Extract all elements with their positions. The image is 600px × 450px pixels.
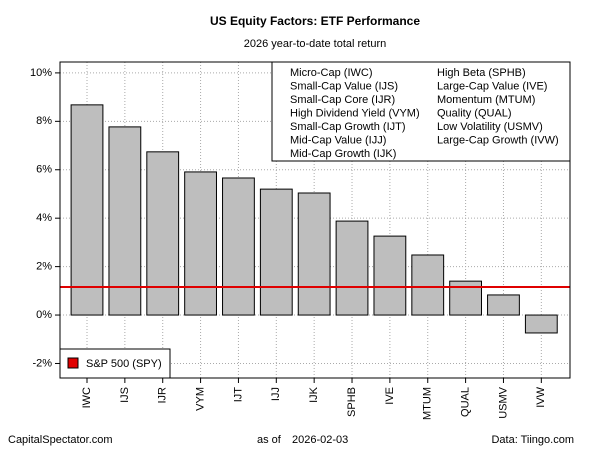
key-entry: Mid-Cap Growth (IJK)	[290, 148, 396, 160]
bar	[524, 314, 558, 334]
bar	[108, 126, 142, 316]
y-tick-label: 2%	[36, 261, 52, 273]
x-tick-label: IJS	[119, 387, 131, 403]
x-tick-label: MTUM	[422, 387, 434, 420]
footer-source: CapitalSpectator.com	[8, 434, 113, 446]
y-tick-label: -2%	[32, 357, 52, 369]
key-entry: High Beta (SPHB)	[437, 67, 526, 79]
x-tick-label: SPHB	[346, 387, 358, 417]
x-tick-label: IWC	[81, 387, 93, 408]
y-tick-label: 10%	[30, 67, 52, 79]
x-tick-label: VYM	[194, 387, 206, 411]
key-entry: Low Volatility (USMV)	[437, 121, 543, 133]
bar	[259, 188, 293, 316]
key-entry: Small-Cap Core (IJR)	[290, 94, 395, 106]
y-tick-label: 6%	[36, 164, 52, 176]
x-tick-label: IJT	[232, 387, 244, 403]
key-entry: Momentum (MTUM)	[437, 94, 535, 106]
key-entry: Small-Cap Value (IJS)	[290, 80, 398, 92]
chart-subtitle: 2026 year-to-date total return	[244, 38, 386, 50]
bar	[487, 294, 520, 316]
x-tick-label: IVW	[535, 386, 547, 407]
bar	[146, 151, 180, 316]
bar	[222, 177, 255, 316]
key-entry: Micro-Cap (IWC)	[290, 67, 373, 79]
key-entry: Mid-Cap Value (IJJ)	[290, 134, 386, 146]
key-entry: Quality (QUAL)	[437, 107, 512, 119]
x-tick-label: IJK	[308, 386, 320, 403]
y-tick-label: 0%	[36, 309, 52, 321]
bar	[411, 254, 445, 316]
x-tick-label: USMV	[497, 386, 509, 418]
bar	[70, 104, 104, 316]
chart-title: US Equity Factors: ETF Performance	[210, 14, 420, 28]
y-tick-label: 8%	[36, 115, 52, 127]
footer-data: Data: Tiingo.com	[491, 434, 574, 446]
bar	[184, 171, 217, 316]
footer-asof: as of	[257, 434, 282, 446]
y-tick-label: 4%	[36, 212, 52, 224]
legend-label: S&P 500 (SPY)	[86, 358, 162, 370]
x-tick-label: QUAL	[460, 387, 472, 417]
key-entry: Large-Cap Growth (IVW)	[437, 134, 559, 146]
x-tick-label: IJJ	[270, 387, 282, 401]
key-entry: High Dividend Yield (VYM)	[290, 107, 420, 119]
key-box	[271, 61, 571, 162]
key-entry: Small-Cap Growth (IJT)	[290, 121, 406, 133]
footer-date: 2026-02-03	[292, 434, 348, 446]
bar	[297, 192, 331, 316]
key-entry: Large-Cap Value (IVE)	[437, 80, 547, 92]
x-tick-label: IVE	[384, 387, 396, 405]
bar	[335, 220, 369, 316]
x-tick-label: IJR	[157, 387, 169, 404]
legend-swatch	[67, 357, 79, 369]
bar	[373, 235, 407, 316]
